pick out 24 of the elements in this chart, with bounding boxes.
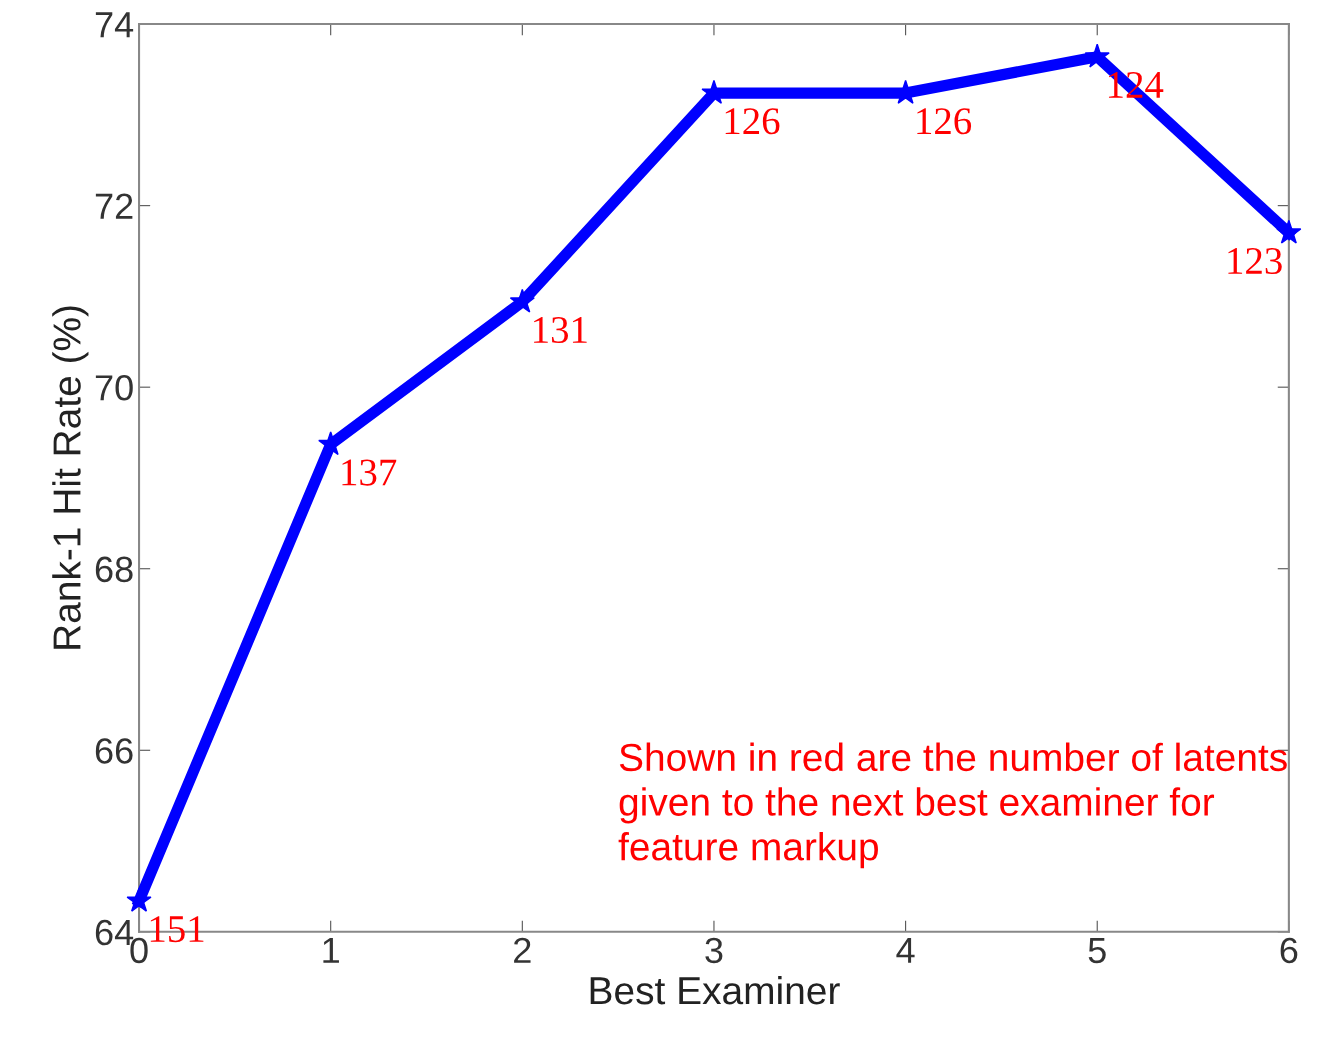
- x-tick-label: 1: [323, 938, 339, 963]
- annotation: 137: [342, 459, 397, 486]
- x-tick-label: 2: [514, 937, 531, 963]
- y-tick-label: 74: [95, 12, 134, 38]
- x-axis-title: Best Examiner: [590, 975, 840, 1005]
- annotation: 131: [534, 316, 587, 344]
- annotation: 123: [1228, 247, 1282, 275]
- y-tick-label: 70: [95, 375, 133, 401]
- annotation: 126: [917, 108, 972, 135]
- point: [1084, 43, 1110, 68]
- y-tick-label: 72: [95, 193, 133, 219]
- point: [509, 288, 535, 313]
- y-tick-label: 68: [95, 556, 133, 583]
- annotation: 151: [150, 916, 204, 943]
- x-tick-label: 4: [896, 938, 915, 963]
- x-tick-label: 6: [1280, 937, 1298, 964]
- y-tick-label: 66: [95, 738, 133, 764]
- point: [126, 887, 152, 912]
- x-tick-label: 3: [705, 937, 723, 964]
- y-axis-title: Rank-1 Hit Rate (%): [52, 306, 89, 649]
- annotation: 126: [725, 108, 780, 135]
- point: [1276, 219, 1302, 244]
- x-tick-label: 5: [1088, 938, 1106, 964]
- annotation: Shown in red are the number of latents given to the next best examiner for feature markup: [618, 742, 1287, 869]
